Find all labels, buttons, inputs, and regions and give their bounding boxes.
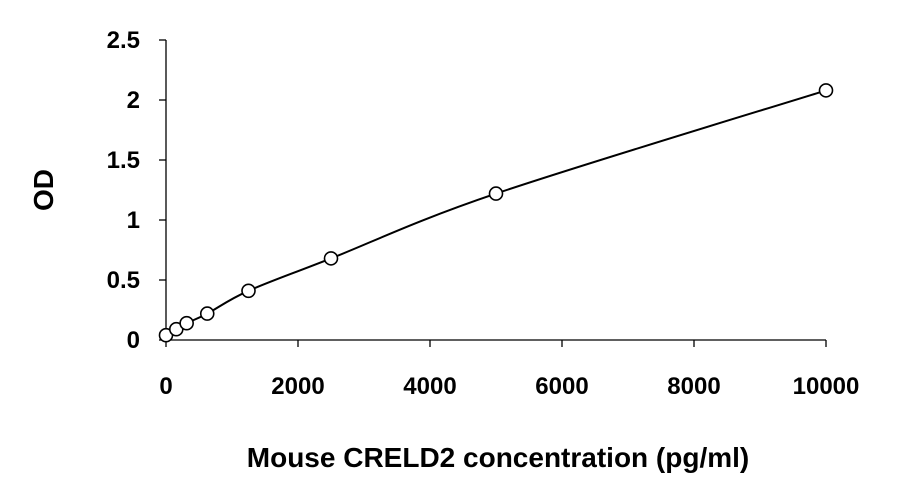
y-tick-label: 1.5 <box>107 147 140 174</box>
data-point <box>241 283 256 299</box>
x-axis-ticks: 0 2000 4000 6000 8000 10000 <box>159 340 859 400</box>
data-point <box>179 315 194 331</box>
x-tick-label: 2000 <box>271 373 324 400</box>
y-tick-label: 2.5 <box>107 27 140 54</box>
x-tick-label: 0 <box>159 373 172 400</box>
data-points <box>158 83 834 343</box>
y-axis-ticks: 0 0.5 1 1.5 2 2.5 <box>107 27 166 354</box>
x-tick-label: 8000 <box>667 373 720 400</box>
y-axis-title: OD <box>28 169 59 211</box>
data-point <box>818 83 834 98</box>
x-tick-label: 6000 <box>535 373 588 400</box>
y-tick-label: 2 <box>127 87 140 114</box>
y-tick-label: 0.5 <box>107 267 140 294</box>
y-tick-label: 1 <box>127 207 140 234</box>
data-point <box>323 251 339 266</box>
y-tick-label: 0 <box>127 327 140 354</box>
data-point <box>199 306 215 321</box>
x-tick-label: 4000 <box>403 373 456 400</box>
fitted-curve-line <box>165 89 827 337</box>
x-axis-title: Mouse CRELD2 concentration (pg/ml) <box>247 442 749 473</box>
data-point <box>488 186 504 201</box>
x-tick-label: 10000 <box>793 373 860 400</box>
